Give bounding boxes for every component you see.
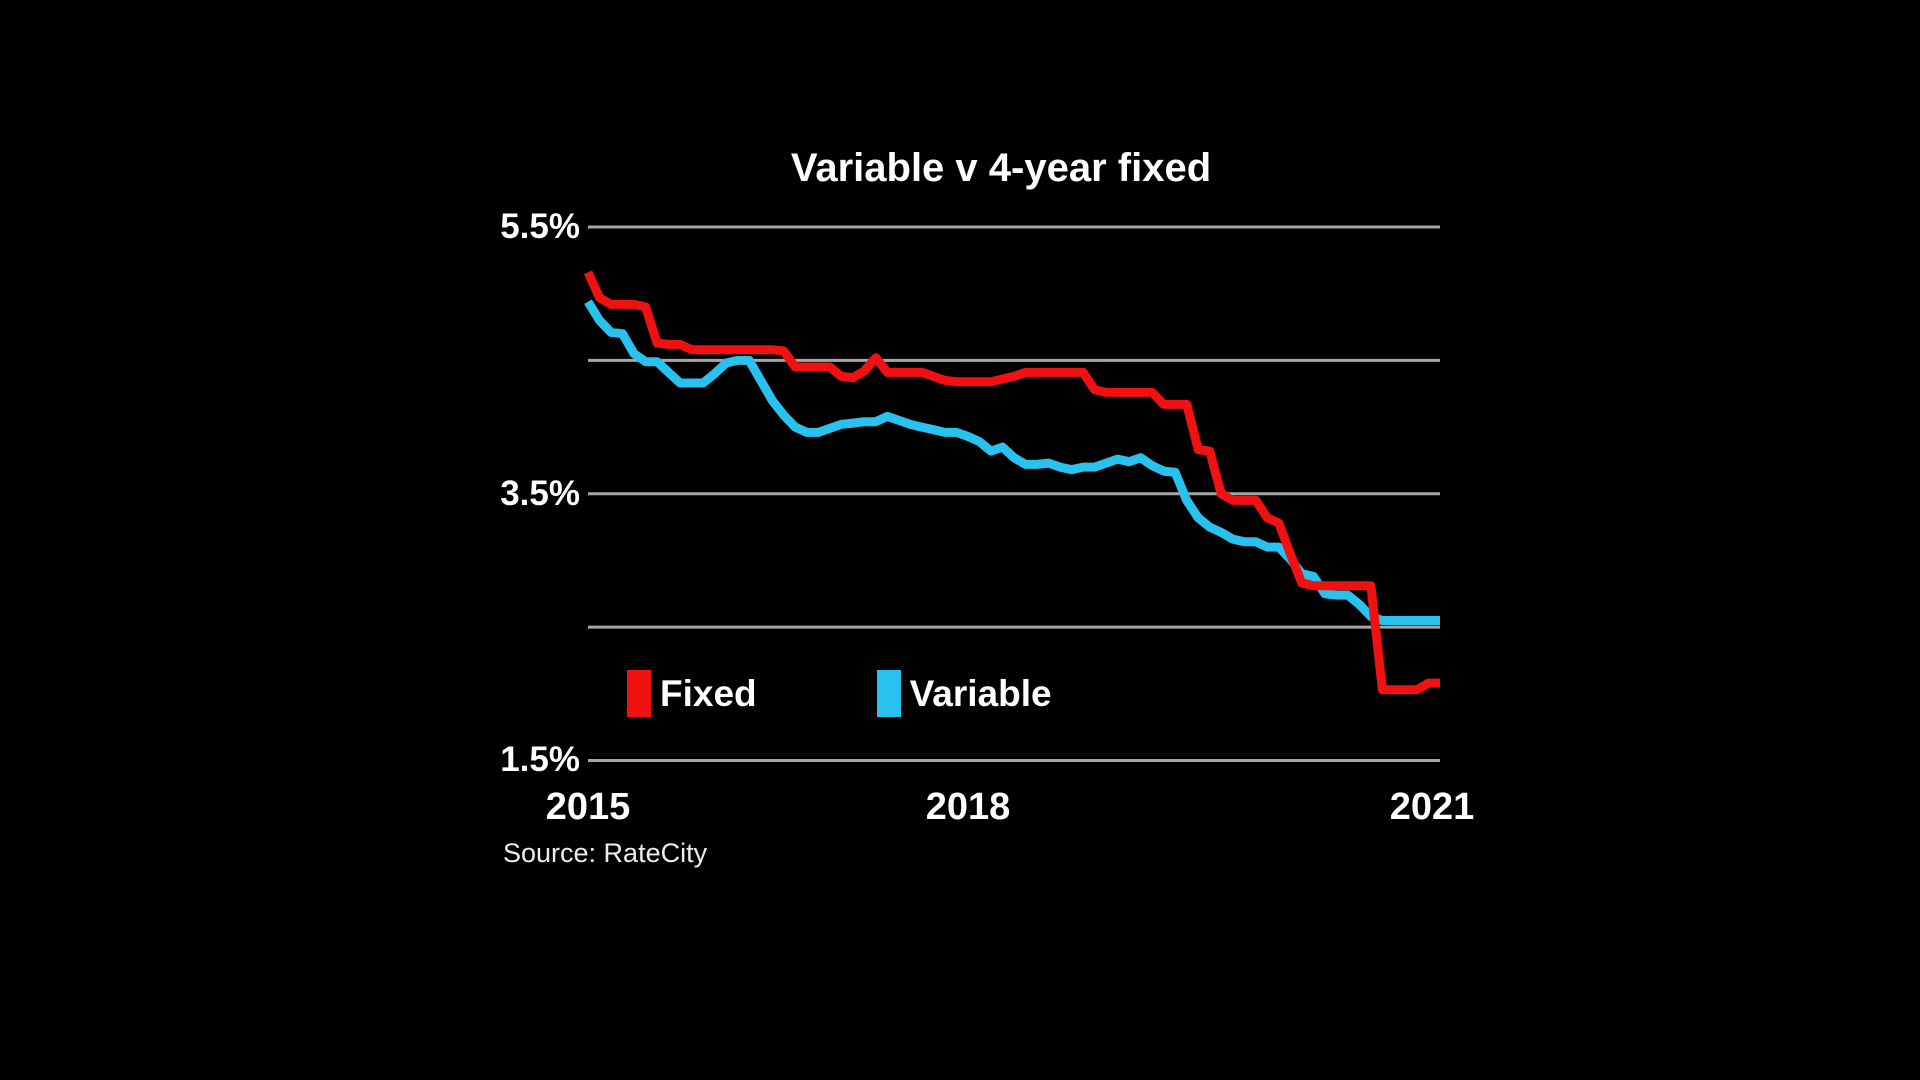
y-axis-tick-label-bottom: 1.5% [500, 740, 580, 779]
legend-label-variable: Variable [909, 672, 1052, 714]
legend-item-variable: Variable [876, 670, 1052, 717]
y-axis-tick-label-middle: 3.5% [500, 474, 580, 513]
legend-item-fixed: Fixed [627, 670, 757, 717]
series-line-fixed [583, 270, 1440, 695]
source-note: Source: RateCity [503, 838, 708, 868]
x-axis-tick-label-2021: 2021 [1389, 786, 1475, 828]
chart-legend: Fixed Variable [627, 670, 1052, 717]
y-axis-tick-label-top: 5.5% [500, 207, 580, 246]
legend-swatch-variable [876, 670, 901, 717]
x-axis-tick-label-2018: 2018 [925, 786, 1011, 828]
legend-label-fixed: Fixed [660, 672, 757, 714]
chart-title: Variable v 4-year fixed [790, 146, 1212, 190]
x-axis-tick-label-2015: 2015 [545, 786, 631, 828]
legend-swatch-fixed [627, 670, 651, 717]
